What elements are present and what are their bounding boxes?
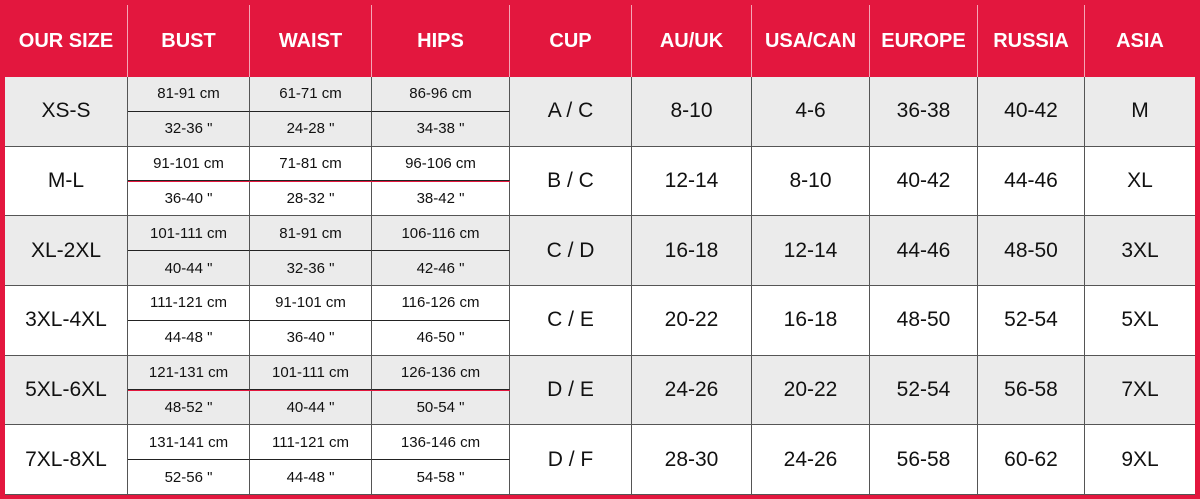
header-cell: RUSSIA [978, 5, 1085, 77]
value-cell: C / E [510, 286, 632, 356]
measure-inch: 40-44 " [128, 251, 250, 286]
measure-cm: 71-81 cm [250, 146, 372, 182]
value-cell: 28-30 [632, 425, 752, 495]
value-cell: 52-54 [978, 286, 1085, 356]
measure-cm: 106-116 cm [372, 216, 510, 252]
measure-cm: 81-91 cm [128, 77, 250, 112]
value-cell: 24-26 [752, 425, 870, 495]
size-cell: 7XL-8XL [5, 425, 128, 495]
size-cell: 5XL-6XL [5, 355, 128, 426]
value-cell: 56-58 [978, 355, 1085, 426]
header-cell: HIPS [372, 5, 510, 77]
measure-cm: 91-101 cm [128, 146, 250, 182]
measure-inch: 32-36 " [128, 111, 250, 147]
value-cell: D / E [510, 355, 632, 426]
value-cell: 12-14 [752, 216, 870, 286]
value-cell: 48-50 [978, 216, 1085, 286]
value-cell: 36-38 [870, 77, 978, 147]
measure-inch: 32-36 " [250, 251, 372, 286]
measure-inch: 28-32 " [250, 181, 372, 217]
measure-cm: 81-91 cm [250, 216, 372, 252]
value-cell: 3XL [1085, 216, 1195, 286]
measure-inch: 24-28 " [250, 111, 372, 147]
value-cell: 8-10 [632, 77, 752, 147]
measure-cm: 96-106 cm [372, 146, 510, 182]
measure-inch: 44-48 " [128, 320, 250, 356]
value-cell: 20-22 [752, 355, 870, 426]
measure-inch: 50-54 " [372, 390, 510, 426]
header-cell: BUST [128, 5, 250, 77]
measure-inch: 42-46 " [372, 251, 510, 286]
value-cell: 56-58 [870, 425, 978, 495]
value-cell: 4-6 [752, 77, 870, 147]
measure-inch: 38-42 " [372, 181, 510, 217]
value-cell: 40-42 [870, 146, 978, 217]
header-cell: CUP [510, 5, 632, 77]
header-cell: AU/UK [632, 5, 752, 77]
value-cell: A / C [510, 77, 632, 147]
size-cell: 3XL-4XL [5, 286, 128, 356]
value-cell: 7XL [1085, 355, 1195, 426]
measure-cm: 116-126 cm [372, 286, 510, 321]
size-cell: XL-2XL [5, 216, 128, 286]
measure-inch: 34-38 " [372, 111, 510, 147]
value-cell: 9XL [1085, 425, 1195, 495]
measure-inch: 36-40 " [250, 320, 372, 356]
value-cell: 20-22 [632, 286, 752, 356]
size-cell: M-L [5, 146, 128, 217]
value-cell: C / D [510, 216, 632, 286]
header-cell: OUR SIZE [5, 5, 128, 77]
value-cell: 44-46 [978, 146, 1085, 217]
value-cell: M [1085, 77, 1195, 147]
measure-cm: 131-141 cm [128, 425, 250, 461]
measure-inch: 48-52 " [128, 390, 250, 426]
measure-cm: 86-96 cm [372, 77, 510, 112]
value-cell: 12-14 [632, 146, 752, 217]
value-cell: 16-18 [752, 286, 870, 356]
value-cell: 24-26 [632, 355, 752, 426]
header-cell: EUROPE [870, 5, 978, 77]
measure-cm: 61-71 cm [250, 77, 372, 112]
measure-cm: 101-111 cm [128, 216, 250, 252]
value-cell: 52-54 [870, 355, 978, 426]
value-cell: B / C [510, 146, 632, 217]
header-cell: WAIST [250, 5, 372, 77]
measure-cm: 121-131 cm [128, 355, 250, 391]
measure-inch: 40-44 " [250, 390, 372, 426]
measure-cm: 111-121 cm [128, 286, 250, 321]
value-cell: 5XL [1085, 286, 1195, 356]
measure-cm: 136-146 cm [372, 425, 510, 461]
size-cell: XS-S [5, 77, 128, 147]
measure-inch: 52-56 " [128, 460, 250, 495]
value-cell: 40-42 [978, 77, 1085, 147]
measure-cm: 111-121 cm [250, 425, 372, 461]
measure-cm: 91-101 cm [250, 286, 372, 321]
measure-cm: 101-111 cm [250, 355, 372, 391]
value-cell: 16-18 [632, 216, 752, 286]
header-cell: ASIA [1085, 5, 1195, 77]
value-cell: 48-50 [870, 286, 978, 356]
value-cell: XL [1085, 146, 1195, 217]
value-cell: 60-62 [978, 425, 1085, 495]
measure-inch: 44-48 " [250, 460, 372, 495]
value-cell: 8-10 [752, 146, 870, 217]
measure-cm: 126-136 cm [372, 355, 510, 391]
header-cell: USA/CAN [752, 5, 870, 77]
measure-inch: 36-40 " [128, 181, 250, 217]
value-cell: D / F [510, 425, 632, 495]
measure-inch: 46-50 " [372, 320, 510, 356]
value-cell: 44-46 [870, 216, 978, 286]
measure-inch: 54-58 " [372, 460, 510, 495]
